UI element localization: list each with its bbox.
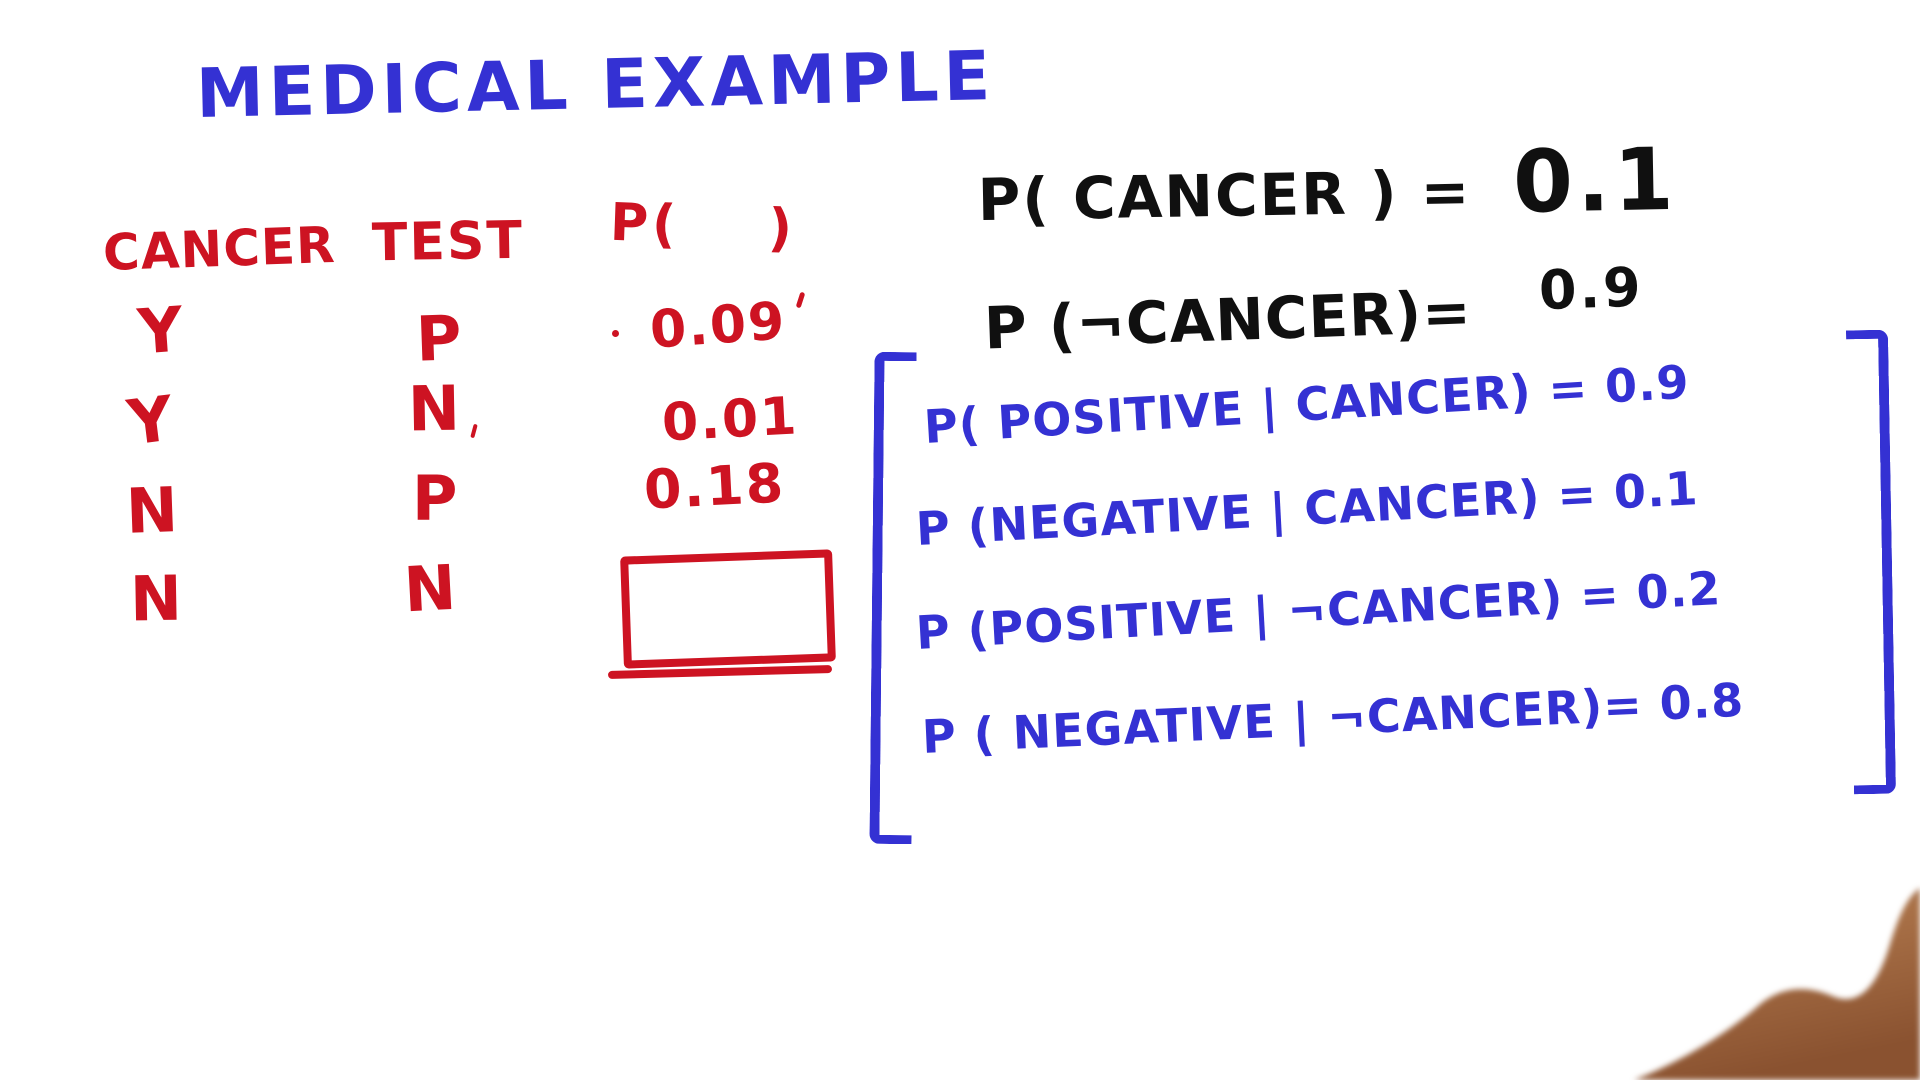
table-cell-test-3: P — [412, 462, 458, 535]
table-cell-test-1: P — [414, 301, 463, 376]
table-cell-test-2: N — [407, 371, 461, 446]
col-header-cancer: CANCER — [102, 215, 337, 283]
equation-pos-given-cancer: P( POSITIVE | CANCER) = 0.9 — [922, 354, 1691, 454]
answer-box — [620, 549, 836, 669]
equation-lhs: P (¬CANCER)= — [983, 277, 1473, 363]
table-cell-cancer-1: Y — [135, 292, 186, 369]
col-header-test: TEST — [371, 210, 525, 274]
left-bracket — [869, 351, 917, 845]
equation-prior-not-cancer: P (¬CANCER)= 0.9 — [983, 256, 1645, 363]
hand-image — [1634, 888, 1920, 1080]
ink-mark — [795, 291, 806, 309]
equation-pos-given-not-cancer: P (POSITIVE | ¬CANCER) = 0.2 — [914, 561, 1723, 660]
table-cell-prob-2: 0.01 — [660, 386, 800, 454]
page-title: MEDICAL EXAMPLE — [195, 36, 996, 135]
table-cell-prob-3: 0.18 — [642, 451, 787, 522]
table-cell-cancer-4: N — [129, 561, 183, 636]
equation-value: 0.9 — [1537, 255, 1645, 323]
table-cell-cancer-3: N — [124, 473, 180, 548]
ink-mark — [470, 423, 478, 439]
col-header-probability: P( ) — [609, 192, 798, 260]
table-cell-cancer-2: Y — [123, 381, 178, 460]
right-bracket — [1845, 329, 1897, 795]
equation-prior-cancer: P( CANCER ) = 0.1 — [977, 130, 1678, 257]
equation-value: 0.1 — [1512, 129, 1679, 233]
equation-neg-given-not-cancer: P ( NEGATIVE | ¬CANCER)= 0.8 — [920, 672, 1746, 764]
table-cell-test-4: N — [402, 550, 458, 627]
table-cell-prob-1: 0.09 — [648, 291, 789, 361]
equation-neg-given-cancer: P (NEGATIVE | CANCER) = 0.1 — [914, 461, 1700, 556]
equation-lhs: P( CANCER ) = — [977, 157, 1472, 235]
ink-mark — [612, 330, 619, 337]
